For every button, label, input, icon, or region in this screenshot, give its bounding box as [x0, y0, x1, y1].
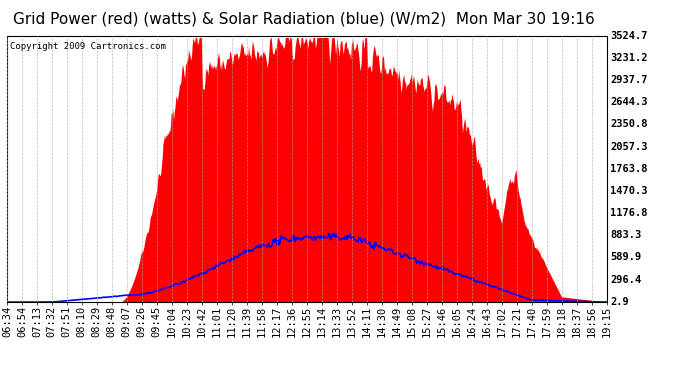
Text: Copyright 2009 Cartronics.com: Copyright 2009 Cartronics.com — [10, 42, 166, 51]
Text: 589.9: 589.9 — [610, 252, 641, 262]
Text: 2937.7: 2937.7 — [610, 75, 647, 85]
Text: 2644.3: 2644.3 — [610, 97, 647, 107]
Text: 296.4: 296.4 — [610, 274, 641, 285]
Text: 2.9: 2.9 — [610, 297, 629, 307]
Text: 1176.8: 1176.8 — [610, 208, 647, 218]
Text: 883.3: 883.3 — [610, 230, 641, 240]
Text: 1470.3: 1470.3 — [610, 186, 647, 196]
Text: 3231.2: 3231.2 — [610, 53, 647, 63]
Text: 1763.8: 1763.8 — [610, 164, 647, 174]
Text: Grid Power (red) (watts) & Solar Radiation (blue) (W/m2)  Mon Mar 30 19:16: Grid Power (red) (watts) & Solar Radiati… — [12, 11, 595, 26]
Text: 2350.8: 2350.8 — [610, 119, 647, 129]
Text: 3524.7: 3524.7 — [610, 31, 647, 40]
Text: 2057.3: 2057.3 — [610, 141, 647, 152]
